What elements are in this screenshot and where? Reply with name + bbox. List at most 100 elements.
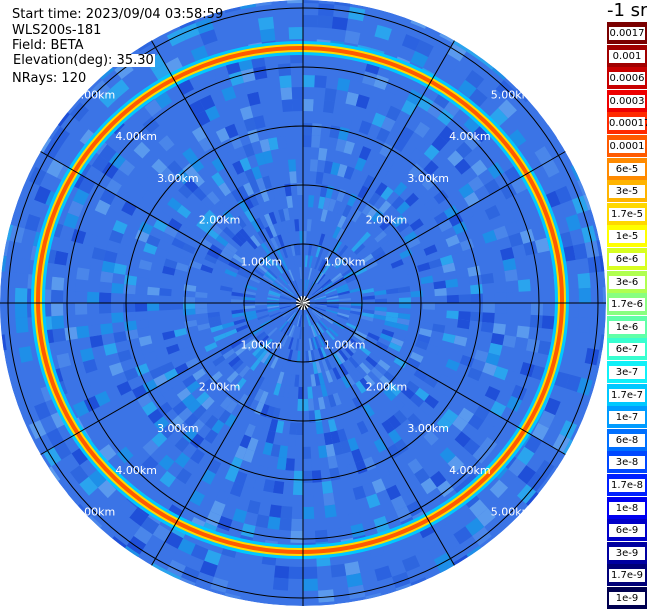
ppi-cell (358, 345, 371, 356)
ppi-cell (287, 349, 294, 362)
ppi-cell (113, 263, 127, 275)
ppi-cell (288, 566, 303, 579)
ppi-cell (348, 356, 360, 369)
ppi-cell (176, 387, 192, 402)
ppi-cell (310, 337, 316, 350)
ppi-cell (401, 172, 416, 188)
ppi-cell (243, 79, 259, 95)
ppi-cell (63, 212, 79, 229)
ppi-cell (257, 349, 268, 362)
ppi-cell (392, 214, 406, 228)
ppi-cell (238, 267, 252, 276)
colorbar-swatch: 1e-5 (607, 225, 647, 248)
ppi-cell (51, 303, 64, 317)
ppi-cell (493, 225, 509, 240)
ppi-cell (213, 333, 227, 343)
ppi-cell (368, 164, 381, 179)
ppi-cell (339, 230, 349, 243)
ppi-cell (455, 268, 469, 279)
ppi-cell (374, 565, 392, 582)
ppi-cell (374, 24, 392, 41)
ppi-cell (178, 224, 193, 237)
ppi-cell (423, 445, 440, 462)
ppi-cell (383, 387, 397, 402)
ppi-cell (306, 362, 311, 375)
ppi-cell (325, 290, 338, 296)
ppi-cell (330, 563, 347, 578)
ppi-cell (446, 310, 459, 320)
ppi-cell (376, 101, 391, 117)
ppi-cell (135, 294, 148, 303)
ppi-cell (346, 278, 360, 286)
ppi-cell (388, 342, 402, 353)
ppi-cell (424, 197, 439, 212)
ppi-cell (330, 324, 342, 334)
ppi-cell (303, 0, 320, 4)
ppi-cell (454, 107, 472, 125)
ppi-cell (254, 347, 266, 359)
ppi-cell (326, 293, 339, 299)
ppi-cell (192, 368, 206, 381)
ppi-cell (198, 136, 213, 153)
ppi-cell (270, 286, 282, 294)
ppi-cell (285, 458, 295, 471)
ppi-cell (365, 261, 378, 271)
ppi-cell (379, 375, 393, 388)
ppi-cell (277, 276, 287, 287)
ppi-cell (347, 511, 363, 527)
ppi-cell (162, 330, 176, 341)
ppi-cell (468, 274, 483, 286)
ppi-cell (247, 437, 259, 452)
ppi-cell (97, 479, 117, 499)
ppi-cell (253, 65, 268, 80)
ppi-cell (437, 108, 455, 126)
ppi-cell (409, 284, 423, 292)
ppi-cell (206, 191, 220, 205)
ppi-cell (201, 396, 215, 411)
ppi-cell (101, 161, 119, 179)
ppi-cell (317, 335, 325, 347)
colorbar-swatch: 1.7e-9 (607, 564, 647, 587)
ppi-cell (247, 500, 261, 515)
ppi-cell (313, 99, 325, 113)
ppi-cell (415, 137, 432, 154)
ppi-cell (138, 259, 153, 271)
ppi-cell (313, 307, 326, 313)
ppi-cell (335, 351, 346, 364)
ppi-cell (375, 341, 389, 351)
ppi-cell (123, 303, 136, 313)
ppi-cell (240, 523, 256, 538)
ppi-cell (467, 367, 483, 382)
ppi-cell (542, 159, 560, 178)
ppi-cell (577, 317, 591, 334)
ppi-cell (288, 324, 295, 337)
ppi-cell (255, 514, 270, 529)
ppi-cell (371, 138, 385, 154)
ppi-cell (255, 303, 268, 306)
ppi-cell (280, 87, 293, 101)
ppi-cell (265, 430, 276, 444)
ppi-cell (385, 316, 398, 323)
ppi-cell (176, 468, 192, 485)
ppi-cell (441, 534, 460, 553)
ppi-cell (326, 299, 339, 302)
ppi-cell (67, 200, 84, 217)
ppi-cell (374, 306, 387, 312)
ppi-cell (327, 418, 338, 433)
ppi-cell (321, 480, 334, 494)
ppi-cell (259, 377, 269, 391)
ppi-cell (209, 320, 222, 328)
ppi-cell (338, 65, 353, 80)
ppi-cell (306, 314, 312, 326)
ppi-cell (237, 185, 249, 200)
ppi-cell (345, 91, 359, 106)
ppi-cell (15, 287, 28, 303)
ppi-cell (160, 232, 175, 245)
ppi-cell (35, 153, 54, 173)
ppi-cell (262, 417, 272, 431)
ppi-cell (271, 283, 283, 291)
ppi-cell (283, 208, 290, 221)
ppi-cell (89, 334, 104, 348)
ppi-cell (345, 322, 358, 331)
ppi-cell (192, 225, 206, 238)
